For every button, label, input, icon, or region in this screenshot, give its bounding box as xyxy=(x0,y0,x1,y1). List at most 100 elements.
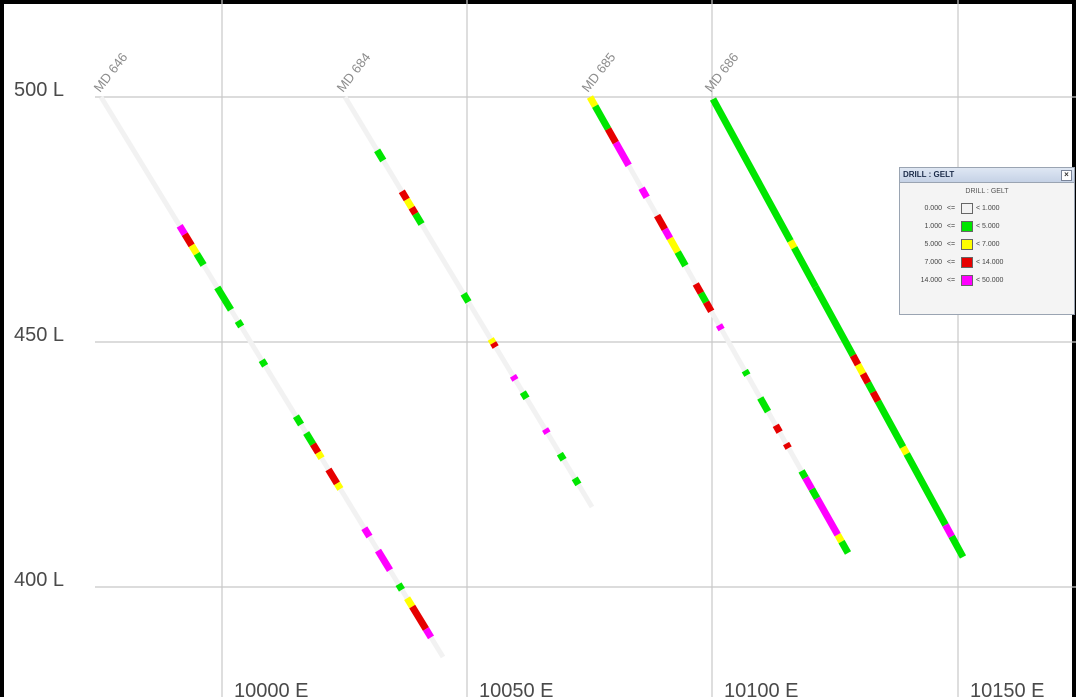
legend-max-value: < 1.000 xyxy=(976,204,1000,212)
assay-interval xyxy=(592,104,612,131)
assay-interval xyxy=(661,227,674,241)
assay-interval xyxy=(181,232,195,248)
assay-interval xyxy=(263,364,299,418)
assay-interval xyxy=(556,451,567,462)
legend-operator: <= xyxy=(946,240,956,248)
assay-interval xyxy=(626,164,644,190)
assay-interval xyxy=(513,378,525,394)
grid-lines xyxy=(95,0,1076,697)
assay-interval xyxy=(395,582,405,592)
assay-interval xyxy=(757,396,772,414)
legend-subtitle: DRILL : GELT xyxy=(965,188,1009,195)
assay-interval xyxy=(802,476,815,491)
legend-min-value: 1.000 xyxy=(924,222,942,230)
drill-hole xyxy=(98,95,446,659)
easting-label: 10050 E xyxy=(479,680,554,697)
assay-interval xyxy=(612,140,632,168)
drill-hole-label: MD 646 xyxy=(91,50,131,95)
assay-interval xyxy=(605,127,619,145)
assay-interval xyxy=(798,469,809,480)
assay-interval xyxy=(509,373,519,382)
easting-label: 10000 E xyxy=(234,680,309,697)
assay-interval xyxy=(849,353,862,367)
assay-interval xyxy=(854,362,867,376)
drill-hole-label: MD 684 xyxy=(334,50,374,95)
assay-interval xyxy=(903,452,949,527)
assay-interval xyxy=(338,487,367,530)
assay-interval xyxy=(715,323,725,332)
legend-row: 14.000 <= < 50.000 xyxy=(900,271,1074,289)
assay-interval xyxy=(719,328,747,372)
assay-interval xyxy=(808,487,821,501)
legend-row: 7.000 <= < 14.000 xyxy=(900,253,1074,271)
assay-interval xyxy=(745,373,763,400)
assay-interval xyxy=(864,381,877,394)
legend-max-value: < 7.000 xyxy=(976,240,1000,248)
legend-rows: 0.000 <= < 1.000 1.000 <= < 5.000 5.000 <= < 7.0… xyxy=(900,199,1074,289)
assay-interval xyxy=(859,372,872,385)
drill-hole-label: MD 686 xyxy=(702,50,742,95)
legend-row: 5.000 <= < 7.000 xyxy=(900,235,1074,253)
legend-min-value: 7.000 xyxy=(924,258,942,266)
assay-interval xyxy=(787,239,798,250)
drill-holes xyxy=(98,95,967,659)
assay-interval xyxy=(874,399,907,449)
assay-interval xyxy=(644,196,660,217)
assay-interval xyxy=(428,636,446,659)
assay-interval xyxy=(361,526,373,539)
close-icon[interactable]: × xyxy=(1061,170,1072,181)
assay-interval xyxy=(422,627,435,640)
assay-interval xyxy=(545,431,563,455)
legend-swatch xyxy=(961,256,973,268)
drill-hole xyxy=(342,95,595,509)
assay-interval xyxy=(381,159,404,193)
assay-interval xyxy=(697,291,710,304)
assay-interval xyxy=(319,456,331,471)
assay-interval xyxy=(487,337,497,345)
assay-interval xyxy=(519,390,530,401)
assay-interval xyxy=(201,263,220,289)
assay-interval xyxy=(654,213,668,231)
assay-interval xyxy=(398,189,410,202)
assay-interval xyxy=(228,308,240,323)
legend-swatch xyxy=(961,238,973,250)
legend-swatch xyxy=(961,220,973,232)
assay-interval xyxy=(408,205,419,216)
drill-hole-label: MD 685 xyxy=(579,50,619,95)
assay-interval xyxy=(948,534,967,559)
level-label: 400 L xyxy=(14,569,64,591)
assay-interval xyxy=(813,496,841,537)
assay-interval xyxy=(176,223,188,237)
assay-interval xyxy=(404,596,416,609)
assay-interval xyxy=(239,325,264,362)
axis-labels: 500 L 450 L 400 L 10000 E 10050 E 10100 E 1015… xyxy=(14,50,1045,697)
assay-interval xyxy=(375,548,393,573)
assay-interval xyxy=(524,397,548,431)
legend-row: 1.000 <= < 5.000 xyxy=(900,217,1074,235)
assay-interval xyxy=(834,533,845,544)
assay-interval xyxy=(838,539,852,555)
assay-interval xyxy=(674,250,689,268)
assay-interval xyxy=(367,535,381,552)
legend-min-value: 14.000 xyxy=(920,276,942,284)
assay-interval xyxy=(310,442,322,455)
legend-max-value: < 50.000 xyxy=(976,276,1004,284)
assay-interval xyxy=(98,95,182,228)
assay-interval xyxy=(315,450,325,461)
legend-panel[interactable]: DRILL : GELT × DRILL : GELT 0.000 <= < 1.0… xyxy=(899,167,1075,315)
assay-interval xyxy=(493,345,516,378)
legend-operator: <= xyxy=(946,276,956,284)
assay-interval xyxy=(419,222,466,296)
assay-interval xyxy=(703,300,715,314)
assay-interval xyxy=(374,148,387,163)
drill-hole xyxy=(586,95,852,555)
legend-row: 0.000 <= < 1.000 xyxy=(900,199,1074,217)
level-label: 500 L xyxy=(14,79,64,101)
assay-interval xyxy=(683,264,698,286)
assay-interval xyxy=(692,282,704,295)
legend-title: DRILL : GELT xyxy=(903,170,955,179)
assay-interval xyxy=(399,588,410,600)
legend-operator: <= xyxy=(946,204,956,212)
assay-interval xyxy=(571,476,582,487)
